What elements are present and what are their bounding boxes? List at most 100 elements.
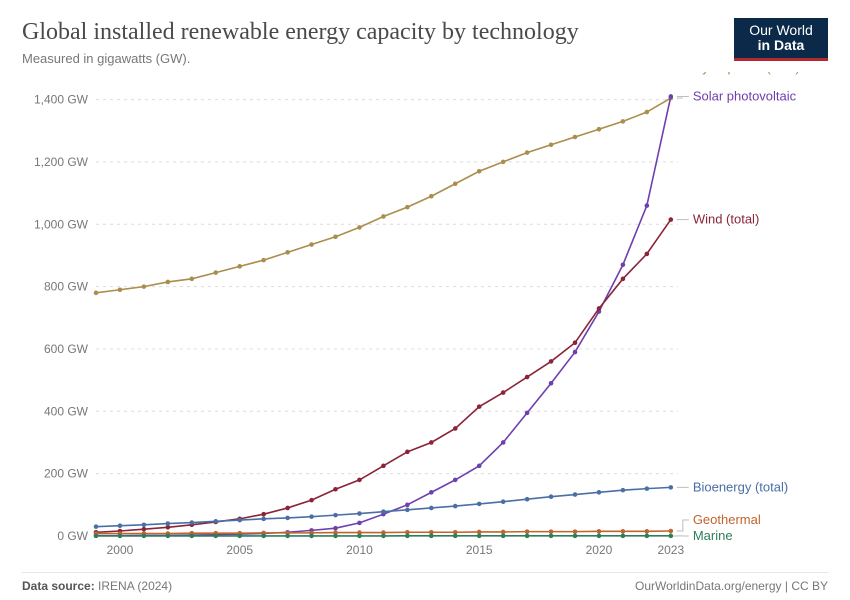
series-marker: [94, 524, 99, 529]
series-marker: [405, 533, 410, 538]
series-marker: [501, 499, 506, 504]
series-marker: [645, 533, 650, 538]
series-marker: [525, 410, 530, 415]
series-label: Bioenergy (total): [693, 479, 788, 494]
series-marker: [621, 533, 626, 538]
series-marker: [237, 533, 242, 538]
x-tick-label: 2005: [226, 543, 253, 557]
series-marker: [118, 523, 123, 528]
series-marker: [549, 381, 554, 386]
series-marker: [381, 533, 386, 538]
y-tick-label: 800 GW: [44, 279, 89, 293]
chart-frame: Global installed renewable energy capaci…: [0, 0, 850, 600]
series-marker: [237, 518, 242, 523]
series-marker: [645, 110, 650, 115]
series-marker: [333, 234, 338, 239]
series-marker: [405, 449, 410, 454]
series-marker: [621, 276, 626, 281]
series-marker: [525, 529, 530, 534]
logo-line-2: in Data: [758, 38, 805, 53]
series-marker: [597, 533, 602, 538]
series-marker: [597, 529, 602, 534]
series-marker: [453, 426, 458, 431]
x-tick-label: 2023: [657, 543, 684, 557]
series-marker: [118, 533, 123, 538]
series-marker: [285, 515, 290, 520]
y-tick-label: 600 GW: [44, 342, 89, 356]
series-marker: [381, 509, 386, 514]
chart-footer: Data source: IRENA (2024) OurWorldinData…: [22, 572, 828, 593]
series-marker: [525, 533, 530, 538]
series-marker: [669, 529, 674, 534]
series-marker: [525, 375, 530, 380]
series-marker: [573, 492, 578, 497]
series-marker: [142, 533, 147, 538]
series-marker: [381, 463, 386, 468]
chart-svg: 0 GW200 GW400 GW600 GW800 GW1,000 GW1,20…: [22, 72, 828, 566]
series-marker: [501, 533, 506, 538]
x-tick-label: 2000: [107, 543, 134, 557]
series-marker: [261, 516, 266, 521]
series-marker: [669, 485, 674, 490]
series-label: Marine: [693, 528, 733, 543]
series-label: Solar photovoltaic: [693, 88, 797, 103]
series-marker: [357, 477, 362, 482]
y-tick-label: 1,200 GW: [34, 155, 89, 169]
series-marker: [669, 94, 674, 99]
series-marker: [429, 490, 434, 495]
series-marker: [621, 529, 626, 534]
series-marker: [333, 526, 338, 531]
series-marker: [597, 306, 602, 311]
series-marker: [573, 529, 578, 534]
series-label: Geothermal: [693, 512, 761, 527]
series-marker: [525, 150, 530, 155]
series-marker: [357, 225, 362, 230]
label-leader: [677, 520, 689, 531]
series-marker: [142, 284, 147, 289]
series-marker: [501, 390, 506, 395]
owid-logo: Our World in Data: [734, 18, 828, 61]
series-marker: [453, 477, 458, 482]
series-marker: [190, 533, 195, 538]
series-marker: [549, 529, 554, 534]
series-label: Wind (total): [693, 211, 759, 226]
chart-title: Global installed renewable energy capaci…: [22, 18, 828, 47]
series-marker: [309, 498, 314, 503]
series-marker: [213, 270, 218, 275]
series-marker: [477, 501, 482, 506]
series-marker: [669, 533, 674, 538]
series-marker: [477, 404, 482, 409]
series-marker: [285, 533, 290, 538]
series-marker: [357, 511, 362, 516]
series-marker: [573, 340, 578, 345]
y-tick-label: 1,000 GW: [34, 217, 89, 231]
series-marker: [237, 264, 242, 269]
series-marker: [597, 127, 602, 132]
chart-header: Global installed renewable energy capaci…: [22, 18, 828, 66]
series-marker: [261, 512, 266, 517]
series-marker: [405, 507, 410, 512]
y-tick-label: 0 GW: [57, 529, 88, 543]
series-marker: [621, 488, 626, 493]
series-marker: [142, 522, 147, 527]
series-marker: [166, 533, 171, 538]
series-marker: [94, 290, 99, 295]
series-line: [96, 219, 671, 532]
series-marker: [549, 359, 554, 364]
series-marker: [429, 440, 434, 445]
chart-area: 0 GW200 GW400 GW600 GW800 GW1,000 GW1,20…: [22, 72, 828, 566]
series-marker: [429, 533, 434, 538]
series-marker: [549, 533, 554, 538]
series-marker: [549, 142, 554, 147]
series-marker: [261, 533, 266, 538]
series-marker: [669, 217, 674, 222]
series-marker: [166, 279, 171, 284]
series-marker: [118, 287, 123, 292]
chart-subtitle: Measured in gigawatts (GW).: [22, 51, 828, 66]
series-marker: [285, 250, 290, 255]
series-marker: [453, 504, 458, 509]
x-tick-label: 2015: [466, 543, 493, 557]
series-marker: [309, 514, 314, 519]
series-marker: [285, 505, 290, 510]
series-marker: [477, 169, 482, 174]
